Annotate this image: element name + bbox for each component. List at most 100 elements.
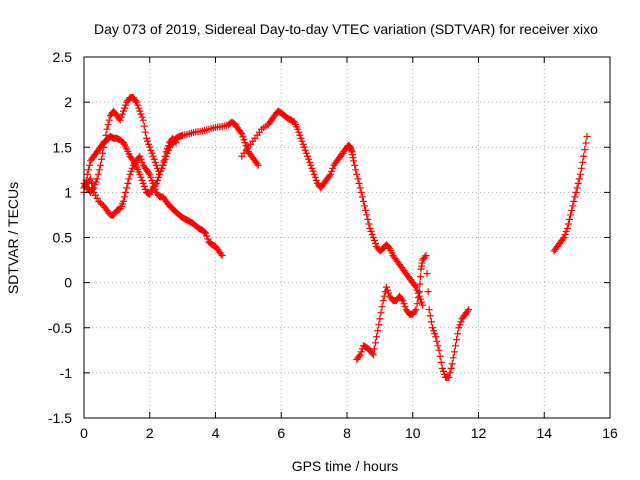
data-point [582, 139, 590, 147]
data-point [297, 134, 305, 142]
data-point [369, 234, 377, 241]
data-point [101, 137, 109, 145]
y-tick-label: 0.5 [53, 230, 73, 246]
data-point [95, 166, 103, 174]
data-point [151, 181, 159, 189]
grid-lines [84, 57, 610, 418]
data-point [411, 307, 419, 315]
data-point [126, 170, 134, 178]
data-point [103, 125, 111, 133]
data-point [136, 107, 144, 115]
data-point [138, 176, 146, 184]
data-point [148, 149, 156, 157]
data-point [146, 170, 154, 178]
data-point [125, 175, 133, 183]
data-point [146, 143, 154, 151]
data-point [424, 288, 432, 296]
data-point [92, 178, 100, 186]
data-point [448, 360, 456, 368]
data-point [96, 161, 104, 169]
data-point [355, 179, 363, 187]
data-point [367, 227, 375, 235]
data-point [83, 170, 91, 178]
data-point [128, 164, 136, 172]
series-satellite-track-3 [80, 94, 180, 196]
data-point [353, 170, 361, 178]
data-point [398, 295, 406, 303]
data-point [163, 145, 171, 153]
data-point [401, 303, 409, 311]
data-point [162, 148, 170, 156]
data-point [560, 234, 568, 241]
data-point [93, 194, 101, 202]
data-point [138, 158, 146, 166]
y-tick-label: -1 [60, 365, 73, 381]
data-point [457, 318, 465, 326]
data-point [304, 152, 312, 160]
data-point [366, 224, 374, 232]
data-point [92, 191, 100, 199]
data-point [253, 160, 261, 168]
data-point [203, 232, 211, 240]
data-point [382, 283, 390, 291]
data-point [327, 170, 335, 178]
data-point [567, 211, 575, 219]
data-point [363, 211, 371, 219]
data-point [419, 301, 427, 309]
data-point [141, 185, 149, 193]
data-point [580, 152, 588, 160]
data-point [454, 330, 462, 338]
data-point [218, 252, 226, 260]
y-tick-label: 1.5 [53, 139, 73, 155]
data-point [139, 116, 147, 124]
data-point [413, 300, 421, 308]
data-point [85, 161, 93, 169]
data-point [98, 155, 106, 163]
data-point [446, 369, 454, 377]
data-point [140, 122, 148, 130]
data-point [430, 327, 438, 335]
data-point [376, 315, 384, 323]
data-point [140, 182, 148, 190]
x-tick-label: 16 [602, 425, 618, 441]
data-point [118, 110, 126, 118]
series-satellite-track-1 [80, 152, 226, 260]
data-point [157, 167, 165, 175]
data-point [139, 179, 147, 187]
data-point [357, 188, 365, 196]
data-point [308, 164, 316, 172]
series-satellite-track-6 [550, 132, 591, 255]
data-point [128, 155, 136, 163]
data-point [415, 288, 423, 296]
x-tick-label: 2 [146, 425, 154, 441]
data-point [571, 193, 579, 201]
data-point [368, 230, 376, 238]
data-point [309, 167, 317, 175]
data-point [328, 167, 336, 175]
data-point [90, 184, 98, 192]
data-point [150, 155, 158, 163]
data-point [138, 113, 146, 121]
x-tick-label: 0 [80, 425, 88, 441]
data-point [437, 358, 445, 366]
data-point [153, 176, 161, 184]
data-point [96, 199, 104, 207]
data-point [377, 309, 385, 317]
data-point [137, 155, 145, 163]
data-point [370, 237, 378, 245]
data-point [238, 130, 246, 138]
series-satellite-track-5 [353, 252, 473, 381]
data-point [88, 179, 96, 187]
axis-ticks: 0 2 4 6 8 10 12 14 16 -1.5 -1 -0.5 0 0.5 1 1.5 2 2.5 [48, 49, 618, 441]
data-point [428, 324, 436, 332]
data-point [95, 197, 103, 205]
y-tick-label: -0.5 [48, 320, 72, 336]
data-point [159, 161, 167, 169]
data-point [136, 152, 144, 160]
data-point [371, 339, 379, 347]
data-point [134, 101, 142, 109]
data-point [578, 164, 586, 172]
data-point [464, 307, 472, 315]
data-point [254, 161, 262, 169]
x-tick-label: 12 [471, 425, 487, 441]
